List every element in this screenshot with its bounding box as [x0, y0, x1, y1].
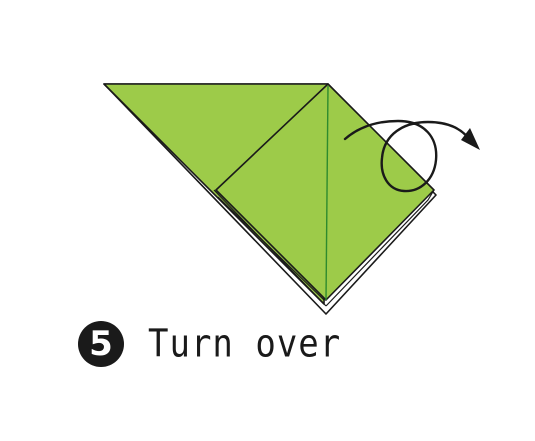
turn-over-arrow-icon	[343, 119, 480, 193]
paper-layer-edge	[217, 196, 325, 301]
paper-layer-edge	[325, 189, 435, 307]
center-crease-line	[325, 85, 329, 301]
step-number-badge: 5	[78, 321, 124, 367]
step-instruction: Turn over	[148, 321, 342, 367]
step-label: 5 Turn over	[78, 318, 341, 370]
